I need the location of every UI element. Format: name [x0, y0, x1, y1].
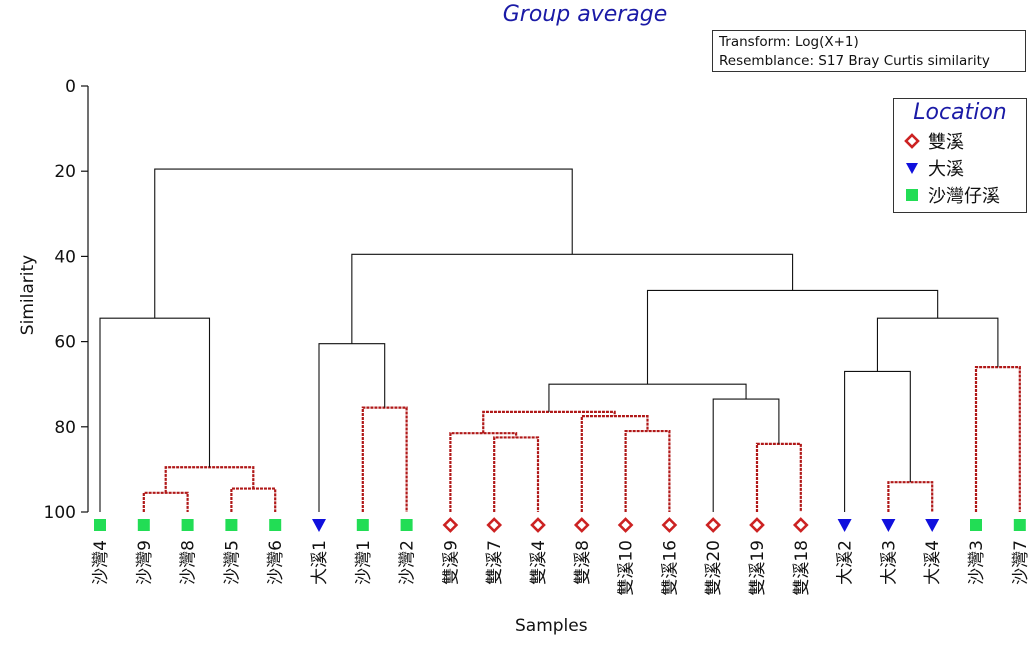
- dendrogram-link: [154, 168, 573, 319]
- leaf-label: 沙灣8: [179, 540, 199, 585]
- square-marker: [137, 519, 150, 531]
- diamond-marker: [749, 517, 765, 533]
- legend-label: 大溪: [928, 158, 964, 180]
- legend-label: 沙灣仔溪: [928, 185, 1000, 207]
- leaf-label: 大溪2: [836, 540, 856, 585]
- leaf-label: 雙溪16: [660, 540, 680, 596]
- leaf-label: 雙溪18: [792, 540, 812, 596]
- transform-info-box: Transform: Log(X+1) Resemblance: S17 Bra…: [712, 30, 1026, 72]
- dendrogram-link: [230, 487, 277, 512]
- square-marker: [225, 519, 238, 531]
- square-marker: [1013, 519, 1026, 531]
- dendrogram-link: [548, 383, 747, 412]
- legend-item-shawanzaixi: 沙灣仔溪: [894, 181, 1026, 208]
- leaf-label: 沙灣9: [135, 540, 155, 585]
- dendrogram-link: [712, 398, 780, 512]
- dendrogram-link: [318, 343, 386, 512]
- dendrogram-link: [844, 370, 911, 512]
- dendrogram-link: [755, 442, 802, 512]
- leaf-markers: [94, 517, 1026, 533]
- y-tick-label: 80: [54, 418, 76, 438]
- leaf-label: 雙溪9: [441, 540, 461, 585]
- leaf-label: 雙溪4: [529, 540, 549, 585]
- leaf-label: 雙溪20: [704, 540, 724, 596]
- leaf-label: 沙灣3: [967, 540, 987, 585]
- leaf-label: 雙溪8: [573, 540, 593, 585]
- y-axis: 0 20 40 60 80 100: [44, 77, 89, 523]
- leaf-label: 沙灣2: [398, 540, 418, 585]
- diamond-marker: [486, 517, 503, 533]
- square-marker: [181, 519, 194, 531]
- square-marker: [400, 519, 413, 531]
- diamond-marker: [792, 517, 809, 533]
- dendrogram-link: [99, 317, 211, 512]
- y-tick-label: 0: [65, 77, 76, 97]
- leaf-label: 雙溪10: [617, 540, 637, 596]
- dendrogram-link: [887, 481, 934, 512]
- legend-item-daxi: 大溪: [894, 154, 1026, 181]
- diamond-marker: [617, 517, 634, 533]
- y-axis-label: Similarity: [18, 254, 39, 336]
- resemblance-line: Resemblance: S17 Bray Curtis similarity: [719, 53, 990, 69]
- square-marker: [356, 519, 369, 531]
- dendrogram-link: [351, 253, 794, 344]
- y-tick-label: 20: [54, 162, 76, 182]
- leaf-label: 大溪3: [879, 540, 899, 585]
- dendrogram-link: [449, 432, 518, 512]
- legend-title: Location: [913, 100, 1007, 125]
- diamond-marker: [442, 517, 459, 533]
- leaf-label: 沙灣5: [222, 540, 242, 585]
- leaf-label: 雙溪19: [748, 540, 768, 596]
- leaf-label: 沙灣4: [91, 540, 111, 585]
- transform-line: Transform: Log(X+1): [719, 34, 859, 50]
- chart-title: Group average: [502, 2, 668, 27]
- diamond-marker: [573, 517, 590, 533]
- leaf-label: 沙灣7: [1011, 540, 1031, 585]
- square-marker-icon: [906, 188, 918, 201]
- square-marker: [94, 519, 106, 531]
- triangle-marker: [925, 519, 940, 532]
- dendrogram-link: [974, 366, 1021, 512]
- diamond-marker-icon: [904, 132, 920, 149]
- square-marker: [269, 519, 282, 531]
- dendrogram-link: [624, 429, 671, 512]
- dendrogram-link: [493, 436, 540, 512]
- leaf-label: 大溪1: [310, 540, 330, 585]
- legend: Location 雙溪 大溪 沙灣仔溪: [893, 98, 1027, 213]
- y-tick-label: 40: [54, 247, 76, 267]
- dendrogram-link: [876, 317, 999, 372]
- dendrogram-link: [142, 491, 189, 512]
- x-axis-label: Samples: [515, 616, 588, 636]
- dendrogram-link: [361, 406, 408, 512]
- y-tick-label: 60: [54, 333, 76, 353]
- triangle-marker: [312, 519, 326, 532]
- legend-item-shuangxi: 雙溪: [894, 127, 1026, 154]
- leaf-label: 沙灣6: [266, 540, 286, 585]
- leaf-label: 沙灣1: [354, 540, 374, 585]
- dendrogram-links: [99, 168, 1021, 512]
- triangle-marker: [837, 519, 852, 532]
- square-marker: [970, 519, 982, 531]
- triangle-marker: [881, 519, 896, 532]
- diamond-marker: [705, 517, 722, 533]
- leaf-label: 雙溪7: [485, 540, 505, 585]
- y-tick-label: 100: [44, 503, 76, 523]
- leaf-label: 大溪4: [923, 540, 943, 585]
- dendrogram-link: [646, 289, 939, 385]
- leaf-labels: 沙灣4 沙灣9 沙灣8 沙灣5 沙灣6 大溪1 沙灣1 沙灣2 雙溪9 雙溪7 雙溪4 雙溪8 雙溪10…: [91, 540, 1031, 596]
- legend-label: 雙溪: [928, 131, 964, 153]
- triangle-marker-icon: [906, 162, 918, 174]
- diamond-marker: [530, 517, 546, 533]
- diamond-marker: [661, 517, 678, 533]
